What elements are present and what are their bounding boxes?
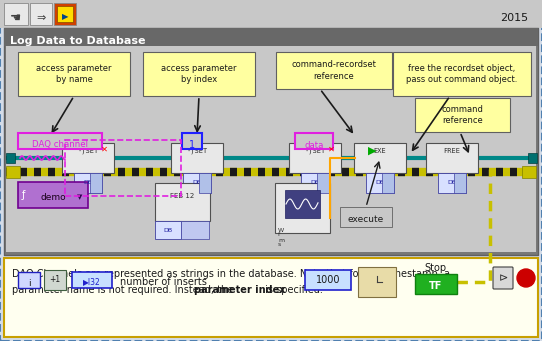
Bar <box>74 173 102 193</box>
Bar <box>57 6 73 22</box>
Text: EXE: EXE <box>373 148 386 154</box>
Bar <box>528 153 537 163</box>
Text: execute: execute <box>348 216 384 224</box>
Bar <box>317 173 329 193</box>
Text: 1000: 1000 <box>316 275 340 285</box>
Bar <box>285 190 320 218</box>
Text: demo: demo <box>40 193 66 202</box>
Text: ☚: ☚ <box>10 12 22 25</box>
Bar <box>72 272 112 288</box>
Text: is specified.: is specified. <box>262 285 324 295</box>
Text: access parameter
by name: access parameter by name <box>36 64 112 85</box>
Text: ▶: ▶ <box>62 13 68 21</box>
Bar <box>18 272 40 288</box>
Text: command-recordset
reference: command-recordset reference <box>292 60 377 81</box>
Circle shape <box>367 272 387 292</box>
Bar <box>295 133 333 149</box>
Bar <box>181 221 209 239</box>
Text: 2015: 2015 <box>500 13 528 23</box>
Bar <box>438 173 466 193</box>
Text: f: f <box>278 233 280 237</box>
Bar <box>393 52 531 96</box>
Circle shape <box>517 269 535 287</box>
Text: command
reference: command reference <box>442 105 483 125</box>
Bar <box>4 28 538 46</box>
Text: TF: TF <box>429 281 443 291</box>
Text: DAQ Channels are represented as strings in the database. Note that for the times: DAQ Channels are represented as strings … <box>12 269 450 279</box>
Text: +1: +1 <box>49 276 61 284</box>
Text: data: data <box>304 140 324 149</box>
Text: ·)SET: ·)SET <box>186 148 208 154</box>
Text: ·)SET: ·)SET <box>78 148 99 154</box>
Bar <box>183 173 211 193</box>
Text: number of inserts: number of inserts <box>120 277 207 287</box>
Text: DAQ channel: DAQ channel <box>32 140 88 149</box>
Text: ·)SET: ·)SET <box>305 148 326 154</box>
Text: DB: DB <box>376 180 385 186</box>
Bar <box>62 143 114 173</box>
Bar <box>44 270 66 290</box>
Text: parameter name is not required. Instead, the: parameter name is not required. Instead,… <box>12 285 236 295</box>
FancyBboxPatch shape <box>493 267 513 289</box>
Bar <box>143 52 255 96</box>
Bar <box>4 3 28 25</box>
Bar <box>301 173 329 193</box>
Bar <box>54 3 76 25</box>
Bar <box>199 173 211 193</box>
Bar <box>289 143 341 173</box>
Bar <box>426 143 478 173</box>
Bar <box>4 28 538 255</box>
Bar <box>6 153 15 163</box>
Bar <box>415 98 510 132</box>
Text: 1: 1 <box>189 140 195 150</box>
Text: parameter index: parameter index <box>194 285 286 295</box>
Bar <box>0 0 542 28</box>
Bar <box>4 258 538 337</box>
Text: free the recordset object,
pass out command object.: free the recordset object, pass out comm… <box>406 64 518 85</box>
Bar <box>358 267 396 297</box>
Text: DB: DB <box>164 228 172 234</box>
Bar <box>522 166 536 178</box>
Text: s: s <box>278 242 281 248</box>
Text: Stop: Stop <box>424 263 446 273</box>
Bar <box>340 207 392 227</box>
Text: ✕: ✕ <box>100 145 107 153</box>
Text: ▶I32: ▶I32 <box>83 278 101 286</box>
Text: Log Data to Database: Log Data to Database <box>10 36 145 46</box>
Bar <box>6 46 536 252</box>
Bar <box>90 173 102 193</box>
Bar <box>155 221 181 239</box>
Bar <box>454 173 466 193</box>
Text: DB: DB <box>192 180 202 186</box>
Text: ✕: ✕ <box>327 145 334 153</box>
Bar <box>171 143 223 173</box>
Text: W: W <box>278 227 284 233</box>
Text: ⊳: ⊳ <box>498 273 508 283</box>
Bar <box>382 173 394 193</box>
Text: DB: DB <box>311 180 320 186</box>
Bar <box>366 173 394 193</box>
Text: ƒ: ƒ <box>21 190 25 200</box>
Text: DB: DB <box>448 180 456 186</box>
Text: FREE: FREE <box>443 148 461 154</box>
Text: DB: DB <box>83 180 93 186</box>
Bar <box>6 166 20 178</box>
Bar <box>155 183 210 221</box>
Bar <box>65 140 181 196</box>
Text: i: i <box>28 279 30 287</box>
Bar <box>18 182 88 208</box>
Bar <box>276 52 392 89</box>
Text: access parameter
by index: access parameter by index <box>162 64 237 85</box>
Bar <box>30 3 52 25</box>
Bar <box>18 52 130 96</box>
Text: ⇒: ⇒ <box>36 13 46 23</box>
Bar <box>275 183 330 233</box>
Bar <box>18 133 102 149</box>
Text: ▼: ▼ <box>78 194 83 200</box>
Bar <box>182 133 202 149</box>
Text: m: m <box>278 237 284 242</box>
Bar <box>415 274 457 294</box>
Bar <box>354 143 406 173</box>
Text: FEB 12: FEB 12 <box>170 193 194 199</box>
